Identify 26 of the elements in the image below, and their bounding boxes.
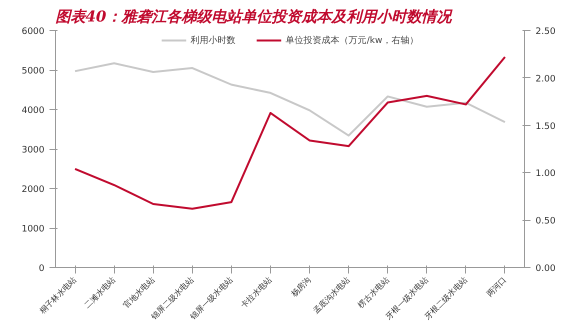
line-series — [74, 56, 506, 210]
x-tick-label: 两河口 — [484, 275, 508, 299]
legend-label: 利用小时数 — [190, 34, 236, 46]
y2-tick-label: 0.00 — [536, 264, 556, 274]
line-series — [74, 62, 506, 137]
y2-tick-label: 2.50 — [536, 27, 556, 37]
legend-label: 单位投资成本（万元/kw，右轴） — [286, 34, 418, 46]
y2-tick-label: 1.00 — [536, 169, 556, 180]
x-tick-label: 卡拉水电站 — [238, 275, 274, 310]
y-tick-label: 0 — [38, 264, 45, 274]
y-tick-label: 5000 — [22, 66, 45, 76]
y-tick-label: 4000 — [22, 106, 45, 116]
y-tick-label: 2000 — [22, 185, 45, 195]
x-tick-label: 二滩水电站 — [82, 275, 118, 310]
x-tick-label: 孟底沟水电站 — [312, 275, 352, 316]
y2-tick-label: 0.50 — [536, 216, 556, 227]
y-tick-label: 1000 — [22, 224, 45, 234]
y2-tick-label: 2.00 — [536, 74, 556, 84]
x-tick-label: 杨房沟 — [288, 275, 313, 300]
x-tick-label: 桐子林水电站 — [37, 275, 78, 316]
y-tick-label: 6000 — [22, 27, 45, 37]
x-tick-label: 官地水电站 — [122, 275, 156, 310]
chart-title: 图表40：雅砻江各梯级电站单位投资成本及利用小时数情况 — [56, 8, 454, 26]
y2-tick-label: 1.50 — [536, 122, 556, 132]
y-tick-label: 3000 — [22, 146, 45, 156]
x-tick-label: 楞古水电站 — [356, 275, 391, 310]
